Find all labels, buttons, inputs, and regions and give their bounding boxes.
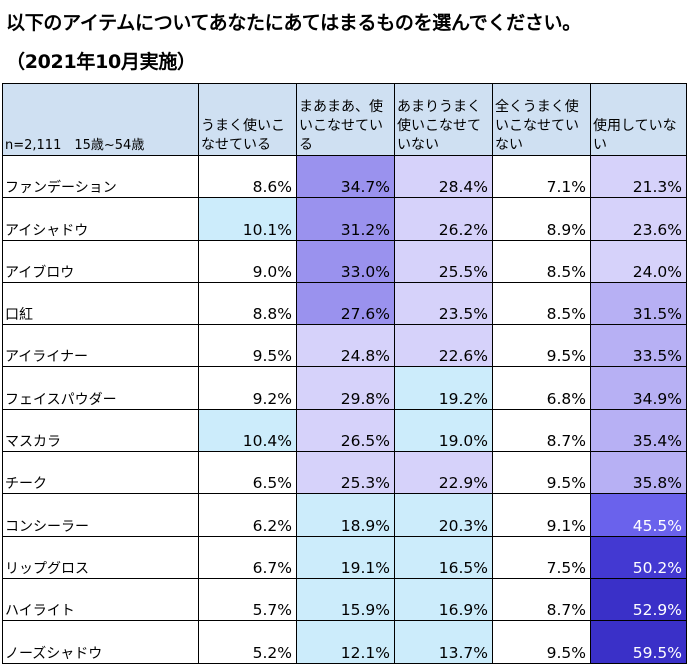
value-cell: 35.4% bbox=[590, 408, 687, 453]
column-header: うまく使いこなせている bbox=[198, 83, 297, 156]
table-row: チーク 6.5% 25.3% 22.9% 9.5% 35.8% bbox=[2, 451, 687, 495]
table-row: ハイライト 5.7% 15.9% 16.9% 8.7% 52.9% bbox=[2, 577, 687, 622]
page-subtitle: （2021年10月実施） bbox=[6, 51, 196, 73]
value-cell: 10.4% bbox=[198, 408, 297, 453]
value-cell: 21.3% bbox=[590, 154, 687, 199]
row-label: フェイスパウダー bbox=[2, 366, 199, 410]
table-row: フェイスパウダー 9.2% 29.8% 19.2% 6.8% 34.9% bbox=[2, 366, 687, 410]
value-cell: 6.7% bbox=[198, 535, 297, 579]
column-header: 全くうまく使いこなせていない bbox=[492, 83, 591, 156]
value-cell: 16.9% bbox=[394, 577, 493, 622]
value-cell: 20.3% bbox=[394, 493, 493, 537]
value-cell: 8.8% bbox=[198, 281, 297, 326]
value-cell: 50.2% bbox=[590, 535, 687, 579]
value-cell: 52.9% bbox=[590, 577, 687, 622]
value-cell: 26.2% bbox=[394, 197, 493, 241]
column-header: 使用していない bbox=[590, 83, 687, 156]
value-cell: 23.6% bbox=[590, 197, 687, 241]
value-cell: 5.7% bbox=[198, 577, 297, 622]
value-cell: 33.5% bbox=[590, 324, 687, 368]
value-cell: 9.1% bbox=[492, 493, 591, 537]
value-cell: 9.5% bbox=[492, 451, 591, 495]
value-cell: 22.6% bbox=[394, 324, 493, 368]
value-cell: 8.7% bbox=[492, 408, 591, 453]
value-cell: 8.9% bbox=[492, 197, 591, 241]
row-label: アイブロウ bbox=[2, 239, 199, 283]
page-title: 以下のアイテムについてあなたにあてはまるものを選んでください。 bbox=[6, 12, 581, 34]
table-row: コンシーラー 6.2% 18.9% 20.3% 9.1% 45.5% bbox=[2, 493, 687, 537]
value-cell: 24.8% bbox=[296, 324, 395, 368]
table-row: リップグロス 6.7% 19.1% 16.5% 7.5% 50.2% bbox=[2, 535, 687, 579]
value-cell: 23.5% bbox=[394, 281, 493, 326]
value-cell: 12.1% bbox=[296, 620, 395, 664]
row-label: マスカラ bbox=[2, 408, 199, 453]
value-cell: 8.6% bbox=[198, 154, 297, 199]
value-cell: 10.1% bbox=[198, 197, 297, 241]
value-cell: 9.5% bbox=[492, 324, 591, 368]
row-label: コンシーラー bbox=[2, 493, 199, 537]
value-cell: 26.5% bbox=[296, 408, 395, 453]
header-row: n=2,111 15歳~54歳 うまく使いこなせている まあまあ、使いこなせてい… bbox=[2, 83, 687, 156]
value-cell: 35.8% bbox=[590, 451, 687, 495]
row-label: アイシャドウ bbox=[2, 197, 199, 241]
value-cell: 28.4% bbox=[394, 154, 493, 199]
row-label: アイライナー bbox=[2, 324, 199, 368]
table-row: ノーズシャドウ 5.2% 12.1% 13.7% 9.5% 59.5% bbox=[2, 620, 687, 664]
value-cell: 25.3% bbox=[296, 451, 395, 495]
value-cell: 18.9% bbox=[296, 493, 395, 537]
value-cell: 9.0% bbox=[198, 239, 297, 283]
value-cell: 6.2% bbox=[198, 493, 297, 537]
value-cell: 19.0% bbox=[394, 408, 493, 453]
column-header: まあまあ、使いこなせている bbox=[296, 83, 395, 156]
value-cell: 8.7% bbox=[492, 577, 591, 622]
value-cell: 9.5% bbox=[198, 324, 297, 368]
row-label: ハイライト bbox=[2, 577, 199, 622]
value-cell: 45.5% bbox=[590, 493, 687, 537]
value-cell: 24.0% bbox=[590, 239, 687, 283]
value-cell: 8.5% bbox=[492, 239, 591, 283]
value-cell: 34.7% bbox=[296, 154, 395, 199]
value-cell: 6.8% bbox=[492, 366, 591, 410]
value-cell: 34.9% bbox=[590, 366, 687, 410]
value-cell: 7.1% bbox=[492, 154, 591, 199]
table-row: アイシャドウ 10.1% 31.2% 26.2% 8.9% 23.6% bbox=[2, 197, 687, 241]
row-label: 口紅 bbox=[2, 281, 199, 326]
table-body: ファンデーション 8.6% 34.7% 28.4% 7.1% 21.3% アイシャドウ 10.… bbox=[2, 154, 687, 664]
value-cell: 9.5% bbox=[492, 620, 591, 664]
table-row: ファンデーション 8.6% 34.7% 28.4% 7.1% 21.3% bbox=[2, 154, 687, 199]
value-cell: 15.9% bbox=[296, 577, 395, 622]
value-cell: 22.9% bbox=[394, 451, 493, 495]
value-cell: 8.5% bbox=[492, 281, 591, 326]
row-label: チーク bbox=[2, 451, 199, 495]
row-label: リップグロス bbox=[2, 535, 199, 579]
value-cell: 13.7% bbox=[394, 620, 493, 664]
value-cell: 5.2% bbox=[198, 620, 297, 664]
results-table: n=2,111 15歳~54歳 うまく使いこなせている まあまあ、使いこなせてい… bbox=[2, 83, 687, 664]
value-cell: 7.5% bbox=[492, 535, 591, 579]
row-label: ノーズシャドウ bbox=[2, 620, 199, 664]
value-cell: 33.0% bbox=[296, 239, 395, 283]
corner-header: n=2,111 15歳~54歳 bbox=[2, 83, 199, 156]
table-row: 口紅 8.8% 27.6% 23.5% 8.5% 31.5% bbox=[2, 281, 687, 326]
value-cell: 19.1% bbox=[296, 535, 395, 579]
value-cell: 19.2% bbox=[394, 366, 493, 410]
value-cell: 6.5% bbox=[198, 451, 297, 495]
table-row: アイライナー 9.5% 24.8% 22.6% 9.5% 33.5% bbox=[2, 324, 687, 368]
row-label: ファンデーション bbox=[2, 154, 199, 199]
table-row: マスカラ 10.4% 26.5% 19.0% 8.7% 35.4% bbox=[2, 408, 687, 453]
value-cell: 9.2% bbox=[198, 366, 297, 410]
column-header: あまりうまく使いこなせていない bbox=[394, 83, 493, 156]
table-row: アイブロウ 9.0% 33.0% 25.5% 8.5% 24.0% bbox=[2, 239, 687, 283]
value-cell: 59.5% bbox=[590, 620, 687, 664]
value-cell: 25.5% bbox=[394, 239, 493, 283]
value-cell: 27.6% bbox=[296, 281, 395, 326]
value-cell: 16.5% bbox=[394, 535, 493, 579]
value-cell: 31.5% bbox=[590, 281, 687, 326]
value-cell: 29.8% bbox=[296, 366, 395, 410]
value-cell: 31.2% bbox=[296, 197, 395, 241]
